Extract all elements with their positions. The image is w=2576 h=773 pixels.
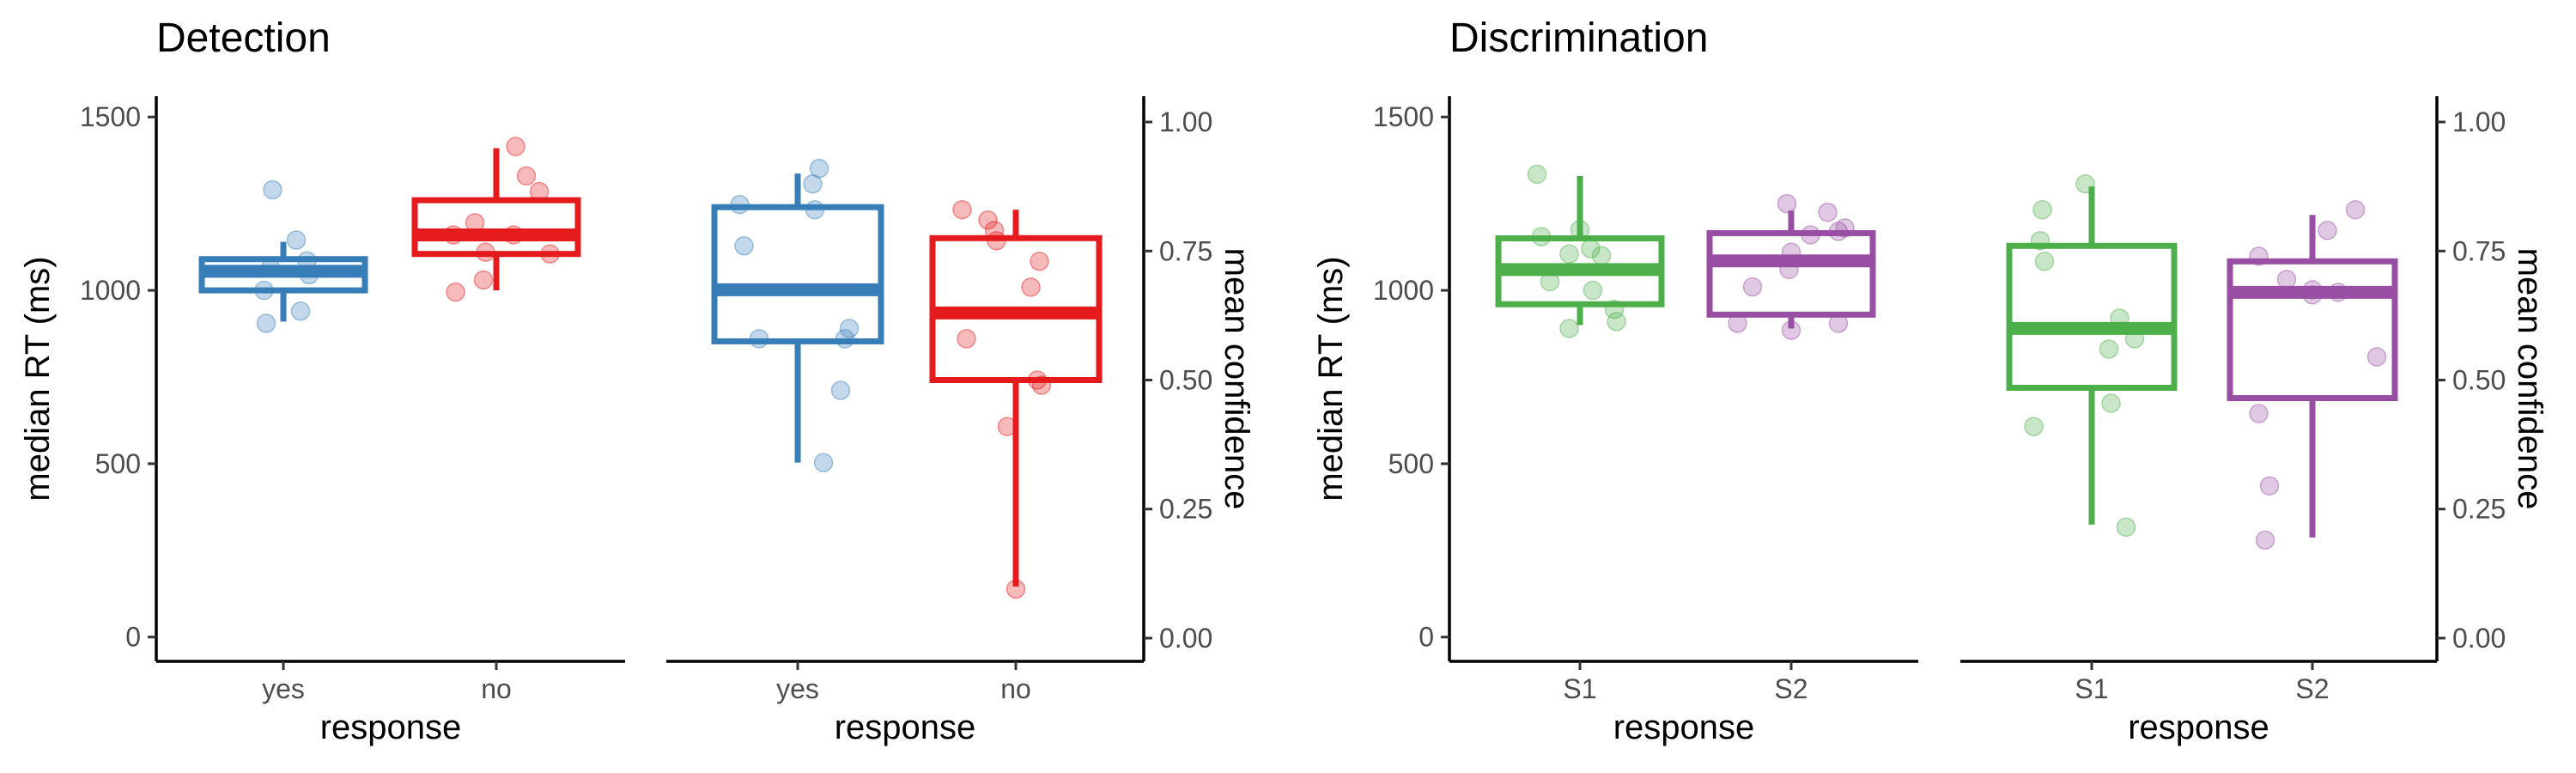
data-point xyxy=(952,199,972,220)
y-tick-label: 1500 xyxy=(80,101,141,132)
y-tick-label: 1500 xyxy=(1373,101,1434,132)
data-point xyxy=(2034,252,2055,271)
data-point xyxy=(286,230,307,250)
data-point xyxy=(803,173,823,194)
y-tick-label: 500 xyxy=(95,448,141,479)
series-no xyxy=(929,199,1103,600)
data-point xyxy=(473,270,494,290)
y-tick-label: 1.00 xyxy=(1159,107,1212,137)
right-subplot: 0.00 0.25 0.50 0.75 1.00 mean confidence S1 S2 r… xyxy=(1960,96,2549,746)
y-tick-label: 0.25 xyxy=(1159,494,1212,525)
data-point xyxy=(1607,312,1626,332)
x-tick-label: S2 xyxy=(1774,673,1807,704)
series-S1 xyxy=(2006,173,2178,538)
data-point xyxy=(2249,404,2269,423)
y-tick-label: 0.50 xyxy=(1159,365,1212,396)
y-tick-label: 500 xyxy=(1388,448,1434,479)
y-axis-title: median RT (ms) xyxy=(19,256,57,501)
x-tick-label: no xyxy=(481,673,512,704)
x-tick-label: yes xyxy=(262,673,305,704)
data-point xyxy=(2276,270,2297,289)
x-axis-title: response xyxy=(1613,709,1755,746)
y-tick-label: 0.25 xyxy=(2452,494,2506,525)
data-point xyxy=(2101,393,2121,413)
series-no xyxy=(411,137,581,302)
panel-title: Detection xyxy=(156,15,331,61)
data-point xyxy=(2032,199,2052,220)
y-tick-label: 0 xyxy=(1419,622,1434,653)
x-tick-label: S1 xyxy=(1563,673,1596,704)
right-subplot: 0.00 0.25 0.50 0.75 1.00 mean confidence yes no… xyxy=(666,96,1255,746)
data-point xyxy=(1742,277,1763,297)
data-point xyxy=(2255,530,2275,551)
data-point xyxy=(2024,417,2044,436)
data-point xyxy=(2366,347,2387,367)
box xyxy=(2006,242,2178,392)
data-point xyxy=(2116,517,2136,538)
data-point xyxy=(809,158,829,179)
box xyxy=(1706,229,1876,318)
y-tick-label: 0.75 xyxy=(1159,235,1212,266)
y-tick-label: 1000 xyxy=(1373,275,1434,306)
data-point xyxy=(2099,339,2119,359)
data-point xyxy=(1559,244,1579,264)
x-axis-title: response xyxy=(320,709,462,746)
x-axis-title: response xyxy=(835,709,976,746)
data-point xyxy=(506,137,526,156)
data-point xyxy=(830,380,851,400)
data-point xyxy=(290,301,311,321)
data-point xyxy=(734,236,754,256)
y-tick-label: 0.00 xyxy=(2452,623,2506,654)
left-subplot: 0 500 1000 1500 median RT (ms) S1 S2 response xyxy=(1312,96,1918,746)
box xyxy=(411,197,581,258)
data-point xyxy=(263,180,283,200)
x-tick-label: no xyxy=(1000,673,1031,704)
box xyxy=(711,204,884,344)
box xyxy=(2227,258,2398,402)
data-point xyxy=(516,166,537,186)
series-S1 xyxy=(1495,164,1665,338)
x-tick-label: S1 xyxy=(2075,673,2108,704)
series-yes xyxy=(711,158,884,472)
data-point xyxy=(1527,164,1547,185)
data-point xyxy=(446,282,465,302)
y-tick-label: 1.00 xyxy=(2452,107,2506,137)
series-yes xyxy=(198,180,368,333)
y-tick-label: 0.75 xyxy=(2452,235,2506,266)
data-point xyxy=(2318,220,2337,240)
data-point xyxy=(1559,319,1579,338)
x-tick-label: S2 xyxy=(2295,673,2329,704)
data-point xyxy=(813,453,834,472)
left-subplot: 0 500 1000 1500 median RT (ms) yes no response xyxy=(19,96,625,746)
series-S2 xyxy=(1706,193,1876,340)
panel-discrimination: Discrimination 0 500 1000 1500 median RT (ms)… xyxy=(1312,15,2549,746)
data-point xyxy=(1021,277,1041,297)
data-point xyxy=(978,210,998,230)
y-tick-label: 0 xyxy=(125,622,141,653)
data-point xyxy=(1777,193,1797,214)
data-point xyxy=(839,319,860,338)
data-point xyxy=(2259,476,2280,496)
x-axis-title: response xyxy=(2128,709,2269,746)
data-point xyxy=(1591,246,1612,265)
y-axis-title: median RT (ms) xyxy=(1312,256,1350,501)
data-point xyxy=(1818,202,1838,222)
y-tick-label: 0.50 xyxy=(2452,365,2506,396)
data-point xyxy=(957,329,976,349)
y-tick-label: 1000 xyxy=(80,275,141,306)
y-tick-label: 0.00 xyxy=(1159,623,1212,654)
panel-detection: Detection 0 500 1000 1500 median RT (ms) yes no… xyxy=(19,15,1255,746)
y-axis-title: mean confidence xyxy=(2511,248,2549,510)
data-point xyxy=(256,313,276,333)
panel-title: Discrimination xyxy=(1449,15,1708,61)
data-point xyxy=(1030,252,1049,271)
series-S2 xyxy=(2227,199,2398,551)
data-point xyxy=(1583,280,1603,301)
data-point xyxy=(2345,199,2366,220)
y-axis-title: mean confidence xyxy=(1218,248,1255,510)
x-tick-label: yes xyxy=(776,673,819,704)
